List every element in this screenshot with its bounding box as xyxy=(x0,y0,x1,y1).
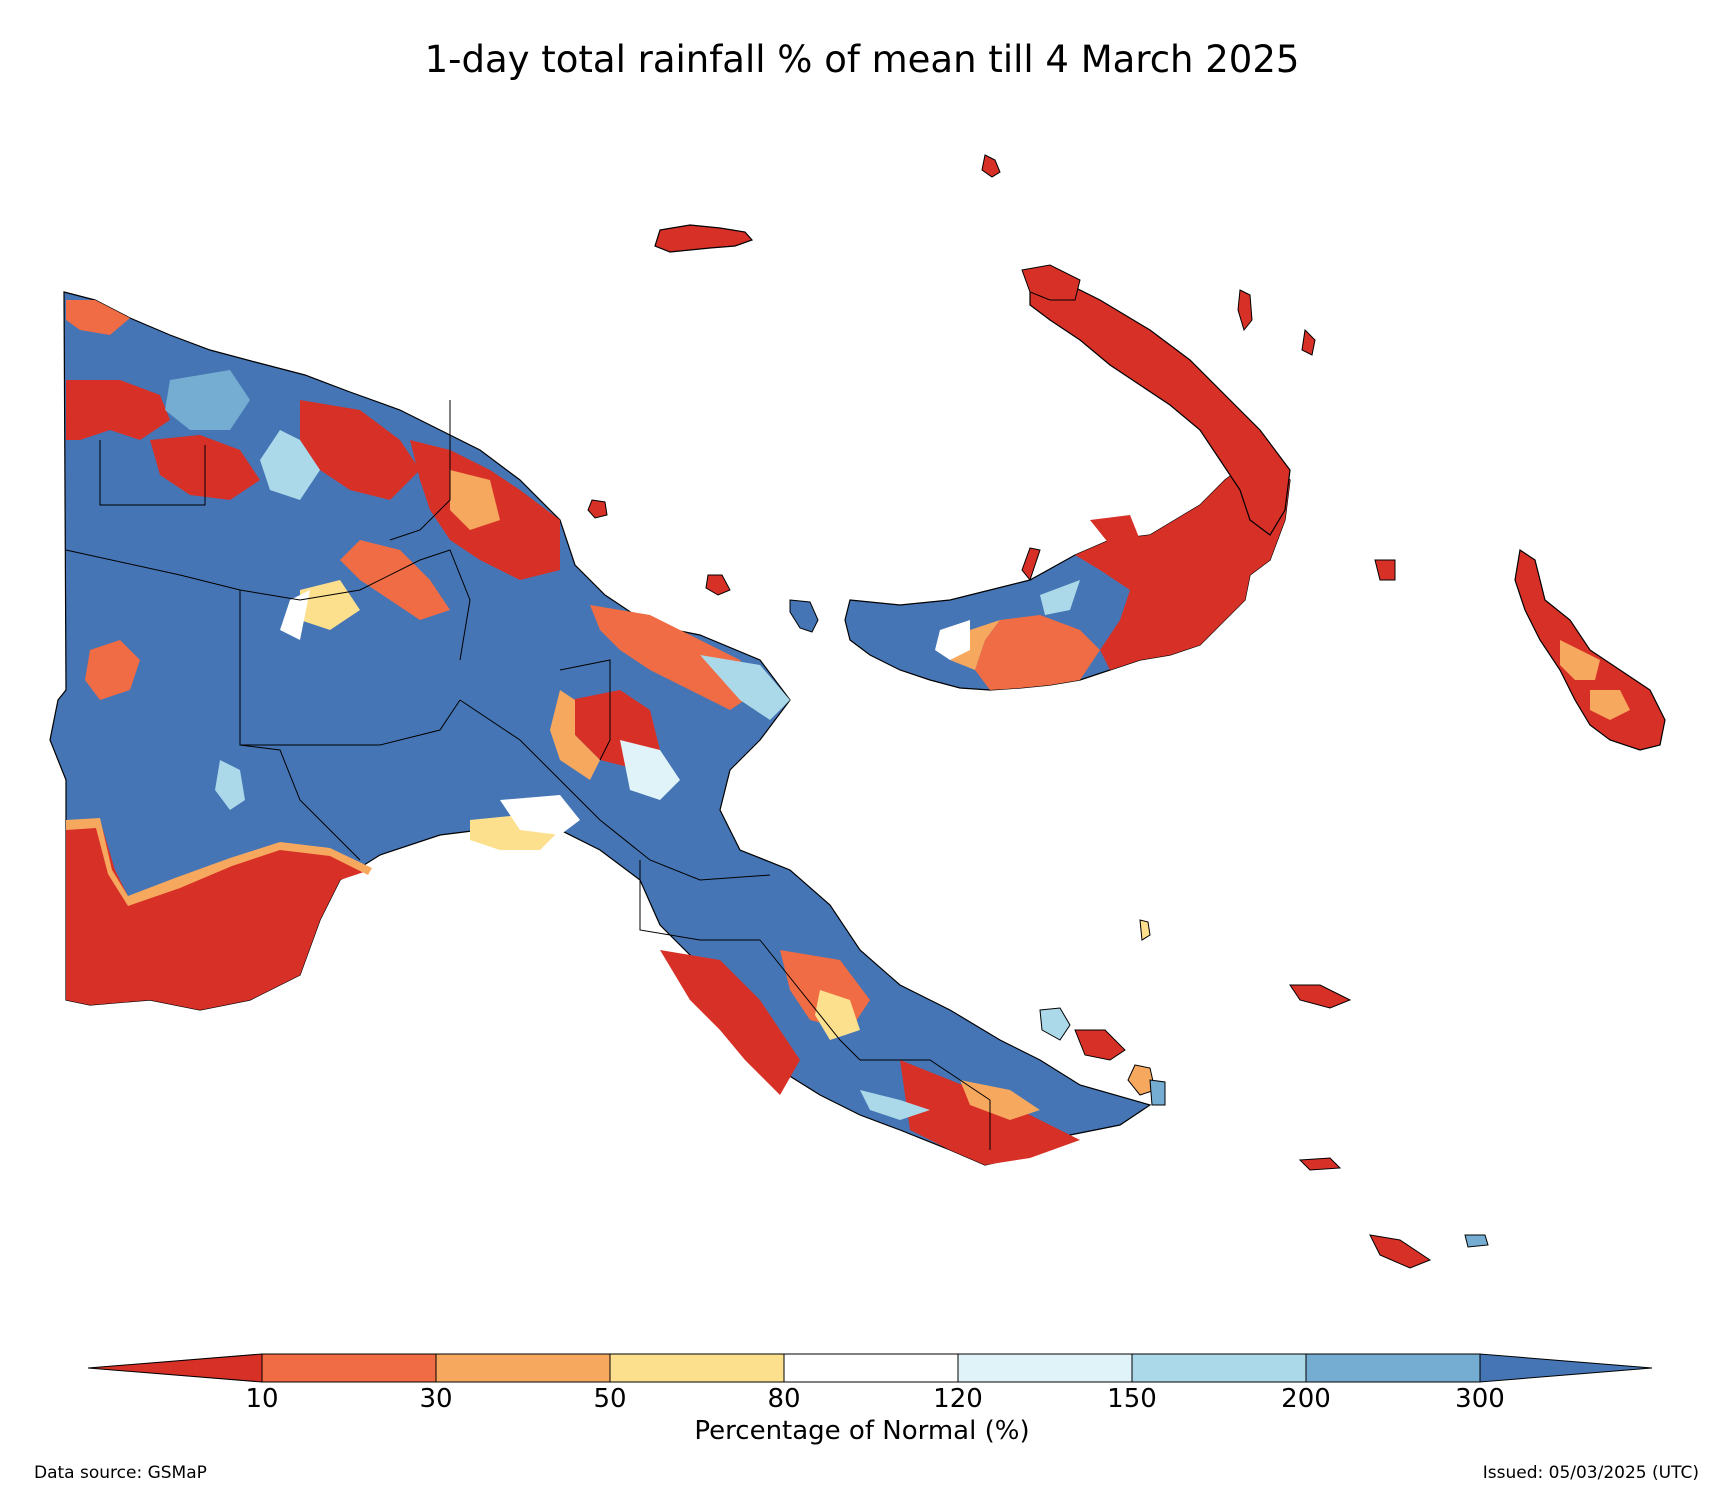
colorbar-tick-label: 10 xyxy=(245,1384,279,1414)
colorbar-segment-200-300 xyxy=(1305,1353,1481,1383)
bougainville xyxy=(1514,548,1666,751)
colorbar-label: Percentage of Normal (%) xyxy=(694,1416,1030,1446)
mainland-png xyxy=(49,291,1152,1166)
colorbar-tick-label: 300 xyxy=(1455,1384,1505,1414)
colorbar-tick-label: 80 xyxy=(767,1384,801,1414)
colorbar-tick-label: 120 xyxy=(933,1384,983,1414)
issued-date-note: Issued: 05/03/2025 (UTC) xyxy=(1482,1463,1699,1483)
map-title: 1-day total rainfall % of mean till 4 Ma… xyxy=(424,38,1300,81)
colorbar-segment-150-200 xyxy=(1131,1353,1307,1383)
manus-island xyxy=(654,224,754,253)
colorbar-segment-below-10 xyxy=(87,1353,263,1383)
colorbar-segment-80-120 xyxy=(783,1353,959,1383)
colorbar-tick-label: 150 xyxy=(1107,1384,1157,1414)
colorbar-segment-30-50 xyxy=(435,1353,611,1383)
colorbar-tick-label: 200 xyxy=(1281,1384,1331,1414)
colorbar-segment-120-150 xyxy=(957,1353,1133,1383)
colorbar-tick-label: 30 xyxy=(419,1384,453,1414)
colorbar-tick-label: 50 xyxy=(593,1384,627,1414)
colorbar-segment-10-30 xyxy=(261,1353,437,1383)
new-ireland xyxy=(1029,279,1291,536)
colorbar-segment-above-300 xyxy=(1479,1353,1653,1383)
colorbar-segment-50-80 xyxy=(609,1353,785,1383)
province-boundaries xyxy=(65,400,991,1150)
data-source-note: Data source: GSMaP xyxy=(34,1463,207,1483)
new-britain xyxy=(844,459,1291,691)
